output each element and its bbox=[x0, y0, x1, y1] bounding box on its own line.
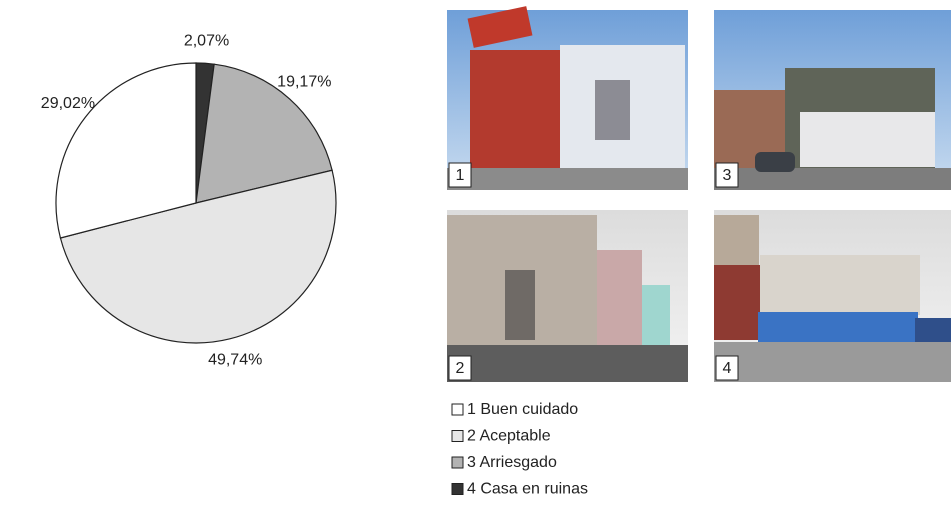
data-label: 49,74% bbox=[208, 351, 262, 368]
legend-label: 1 Buen cuidado bbox=[467, 401, 578, 418]
photo-label-box bbox=[448, 355, 472, 381]
legend-swatch bbox=[451, 403, 464, 416]
data-label: 19,17% bbox=[277, 74, 331, 91]
photo bbox=[714, 210, 951, 382]
photo-label-box bbox=[448, 162, 472, 188]
legend-swatch bbox=[451, 456, 464, 469]
photo bbox=[447, 210, 688, 382]
legend-label: 4 Casa en ruinas bbox=[467, 481, 588, 498]
photo bbox=[447, 6, 688, 190]
photo-label: 1 bbox=[456, 167, 465, 184]
photo-label: 2 bbox=[456, 360, 465, 377]
photo-label: 3 bbox=[723, 167, 732, 184]
legend-swatch bbox=[451, 483, 464, 495]
legend-label: 2 Aceptable bbox=[467, 428, 551, 445]
pie-slice bbox=[195, 63, 333, 204]
legend-label: 3 Arriesgado bbox=[467, 454, 557, 471]
data-label: 2,07% bbox=[184, 33, 229, 50]
legend-swatch bbox=[451, 430, 464, 442]
pie-slice bbox=[59, 169, 337, 344]
photo-label-box bbox=[715, 355, 739, 381]
data-label: 29,02% bbox=[41, 95, 95, 112]
pie-slice bbox=[55, 62, 197, 239]
photo bbox=[714, 10, 951, 190]
photo-label: 4 bbox=[723, 360, 732, 377]
photo-label-box bbox=[715, 162, 739, 188]
